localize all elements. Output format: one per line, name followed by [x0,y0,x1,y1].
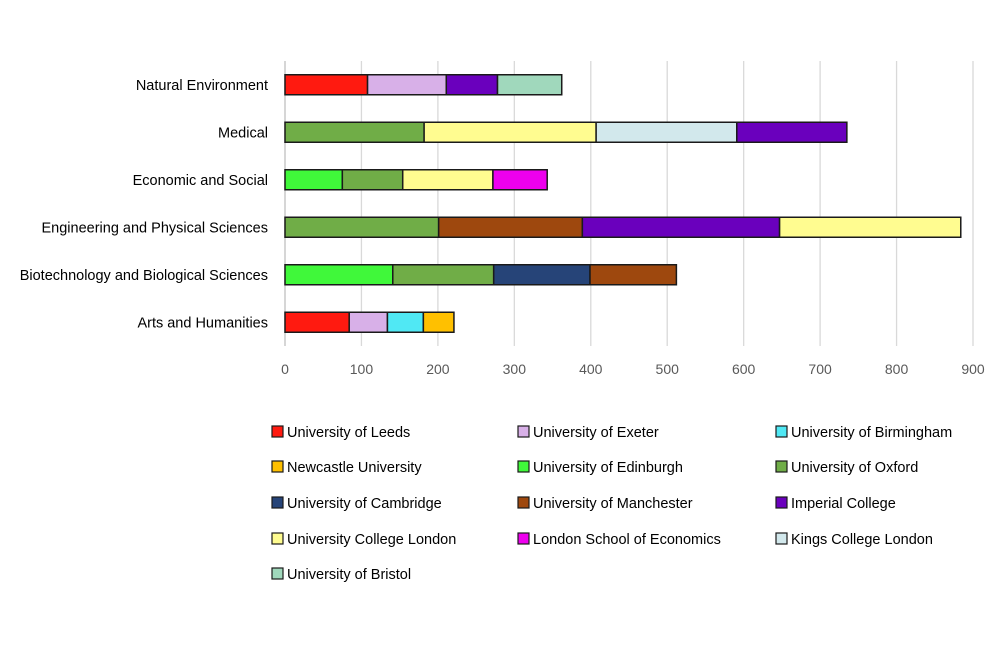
bar-segment [284,264,394,286]
bar-segment [422,311,455,333]
legend-swatch [775,496,788,509]
bar-segment [284,216,440,238]
legend-label: Newcastle University [287,460,422,476]
category-label: Natural Environment [136,78,268,94]
legend-label: University of Oxford [791,460,918,476]
category-label: Economic and Social [133,173,268,189]
bar-segment [778,216,962,238]
x-tick-label: 400 [579,361,603,377]
legend-swatch [775,532,788,545]
legend-swatch [517,460,530,473]
legend-label: University of Manchester [533,496,693,512]
legend-item: London School of Economics [517,532,721,548]
legend: University of Leeds University of Exeter U… [271,425,952,583]
legend-swatch [271,425,284,438]
bar-segment [341,169,404,191]
category-labels: Natural Environment Medical Economic and S… [20,78,268,332]
x-tick-label: 500 [656,361,680,377]
legend-label: Imperial College [791,496,896,512]
legend-swatch [517,532,530,545]
bar-segment [581,216,781,238]
bar-segment [595,121,738,143]
bar-segment [445,74,499,96]
legend-swatch [775,460,788,473]
bar-segment [386,311,425,333]
legend-label: Kings College London [791,532,933,548]
legend-item: University of Edinburgh [517,460,683,476]
bar-segment [366,74,448,96]
x-tick-label: 100 [350,361,374,377]
bar-segment [423,121,597,143]
legend-item: University of Cambridge [271,496,442,512]
legend-item: University of Leeds [271,425,410,441]
bars [284,74,962,333]
legend-label: University of Edinburgh [533,460,683,476]
bar-segment [736,121,848,143]
bar-segment [284,169,344,191]
bar-segment [348,311,389,333]
legend-item: University College London [271,532,456,548]
legend-swatch [271,567,284,580]
legend-item: Newcastle University [271,460,422,476]
legend-item: University of Exeter [517,425,659,441]
x-tick-label: 200 [426,361,450,377]
legend-label: University of Exeter [533,425,659,441]
bar-segment [492,264,591,286]
x-tick-labels: 0 100 200 300 400 500 600 700 800 900 [281,361,985,377]
bar-segment [492,169,548,191]
x-tick-label: 600 [732,361,756,377]
category-label: Biotechnology and Biological Sciences [20,268,268,284]
legend-label: University of Bristol [287,567,411,583]
legend-item: University of Manchester [517,496,693,512]
legend-label: University College London [287,532,456,548]
legend-item: University of Bristol [271,567,411,583]
legend-swatch [271,460,284,473]
legend-label: University of Birmingham [791,425,952,441]
x-tick-label: 0 [281,361,289,377]
x-tick-label: 900 [961,361,985,377]
x-tick-label: 300 [503,361,527,377]
bar-segment [284,311,350,333]
legend-swatch [775,425,788,438]
legend-item: University of Birmingham [775,425,952,441]
category-label: Engineering and Physical Sciences [42,220,269,236]
bar-segment [284,121,425,143]
category-label: Medical [218,125,268,141]
bar-segment [284,74,369,96]
legend-item: University of Oxford [775,460,918,476]
x-tick-label: 800 [885,361,909,377]
legend-swatch [271,532,284,545]
legend-label: London School of Economics [533,532,721,548]
bar-segment [392,264,495,286]
legend-swatch [517,496,530,509]
legend-label: University of Leeds [287,425,410,441]
legend-item: Imperial College [775,496,896,512]
bar-segment [589,264,678,286]
legend-swatch [517,425,530,438]
legend-label: University of Cambridge [287,496,442,512]
legend-swatch [271,496,284,509]
gridlines [284,61,974,346]
bar-segment [437,216,584,238]
x-tick-label: 700 [808,361,832,377]
legend-item: Kings College London [775,532,933,548]
bar-segment [496,74,563,96]
bar-segment [401,169,494,191]
category-label: Arts and Humanities [137,315,268,331]
